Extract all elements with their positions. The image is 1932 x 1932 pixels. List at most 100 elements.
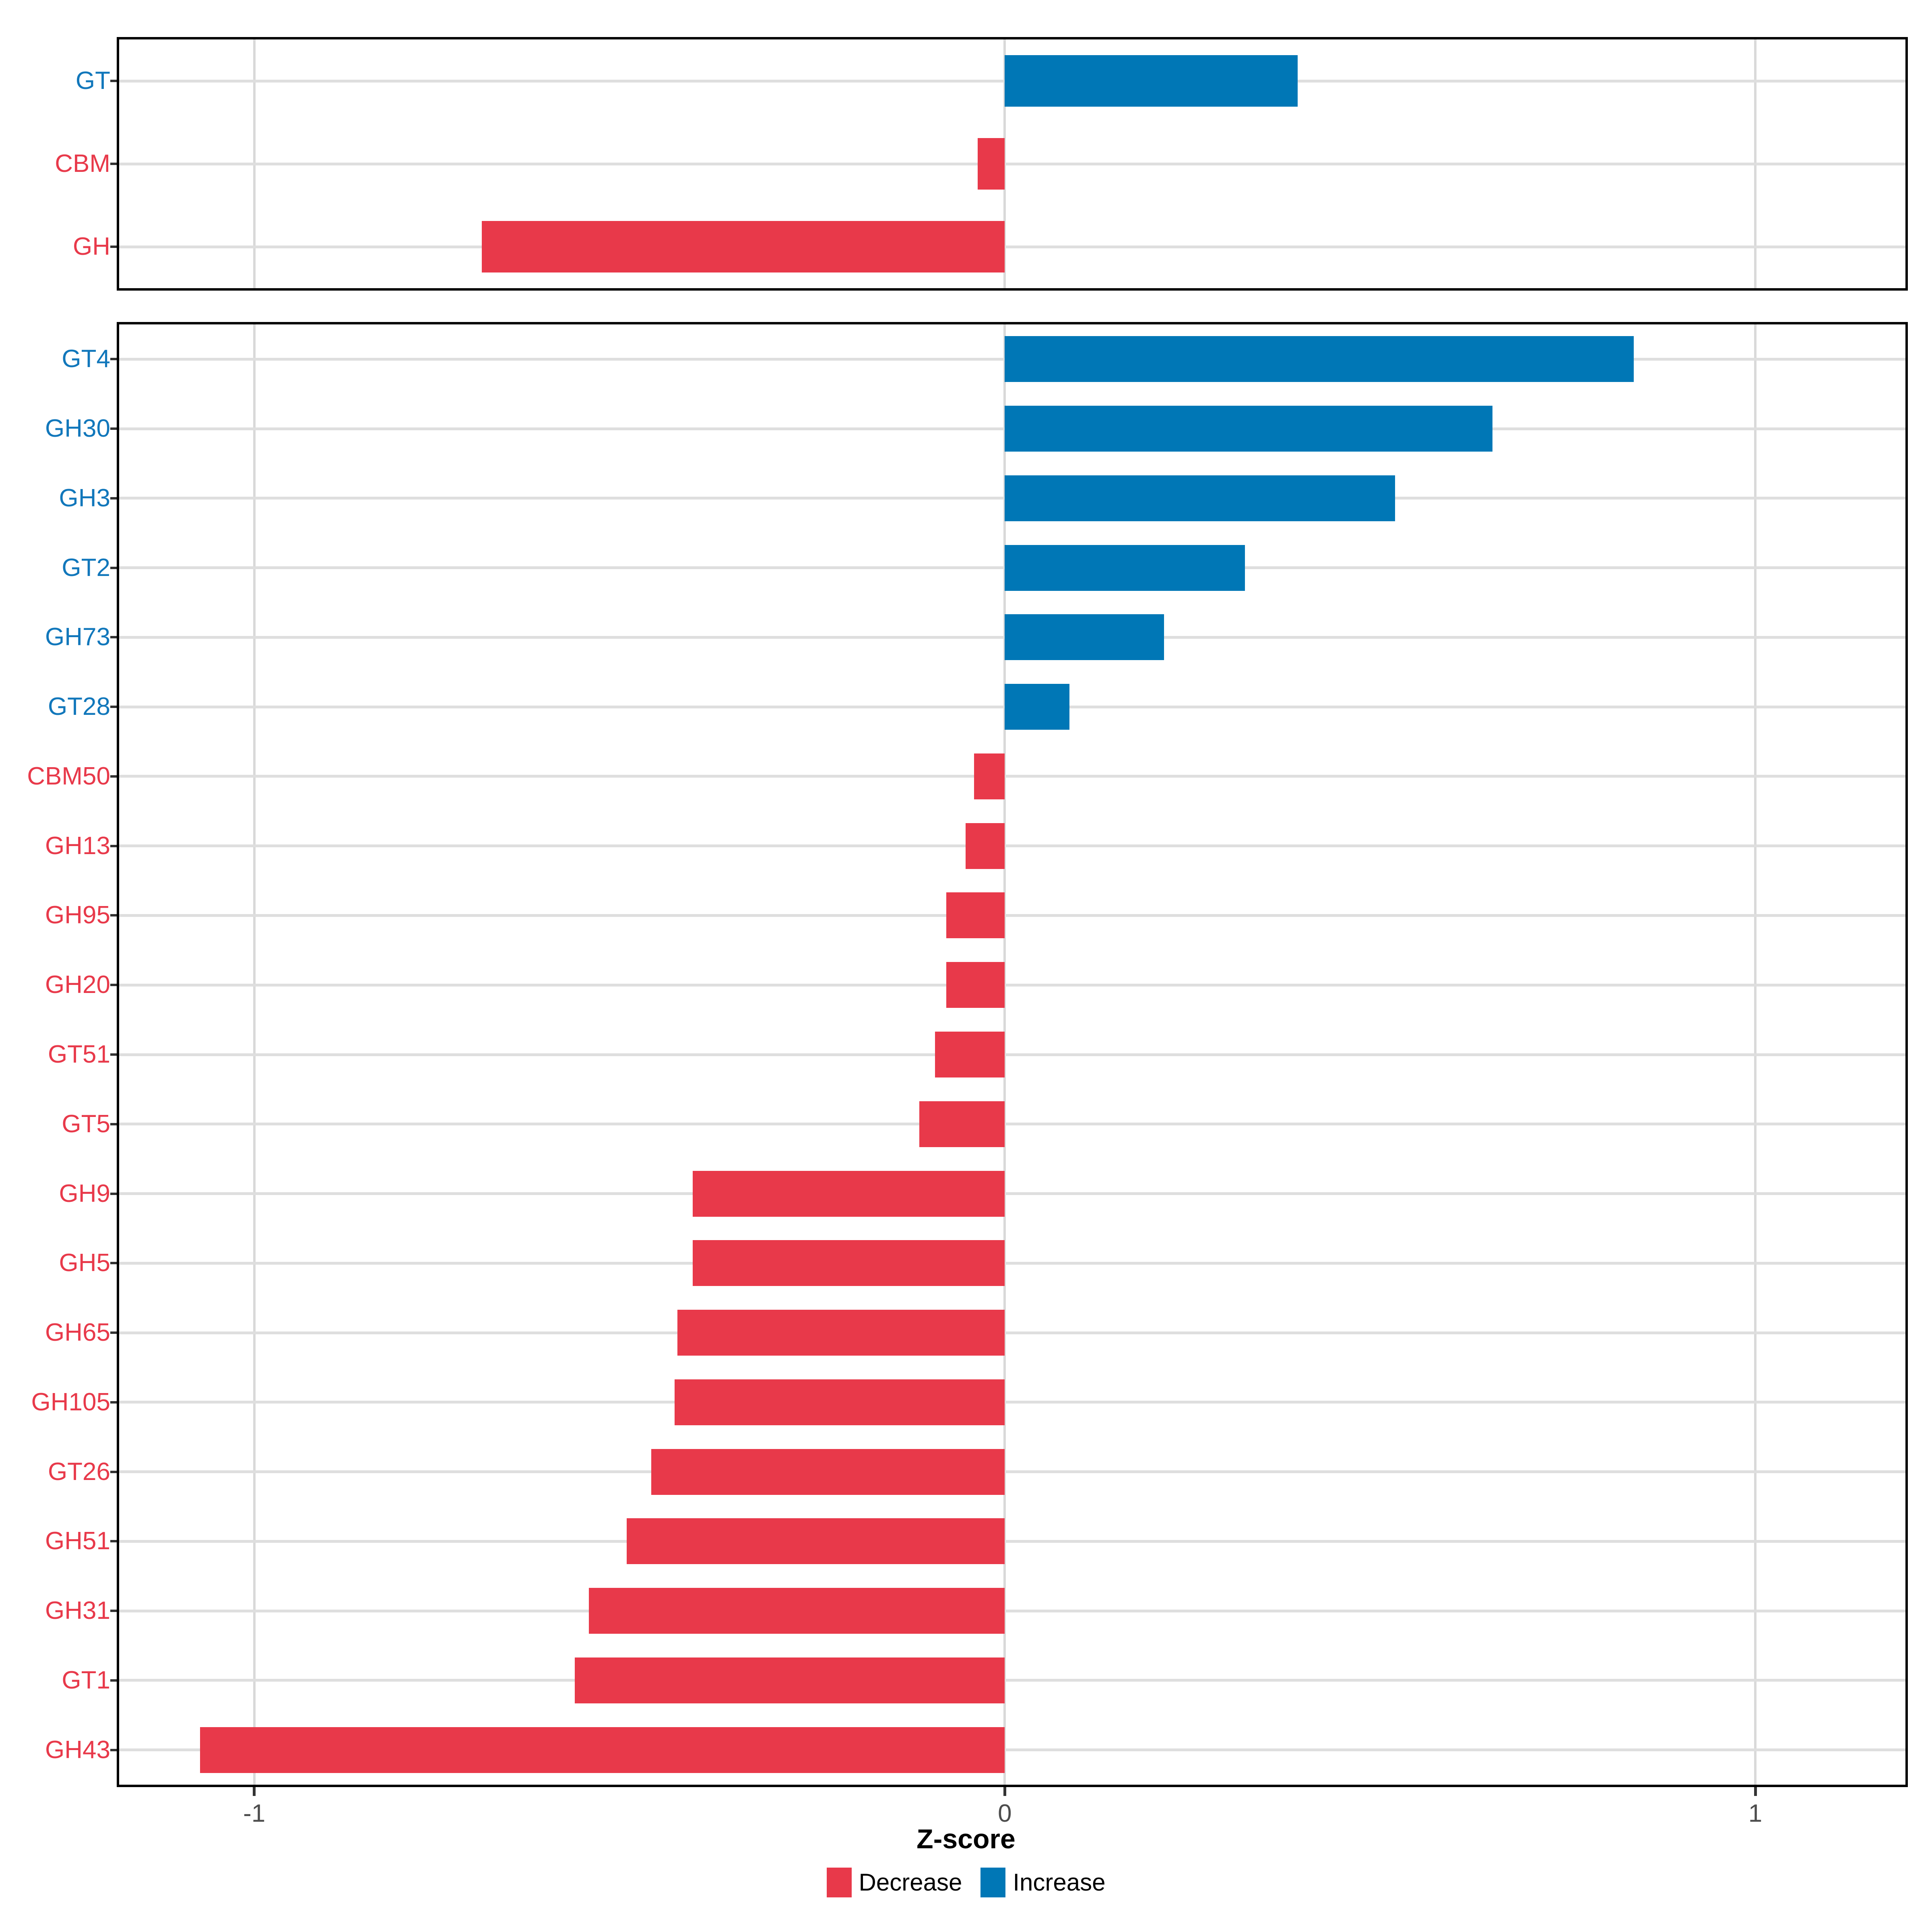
y-tick-GH95 [110,914,117,917]
y-tick-GH65 [110,1331,117,1334]
y-axis-label-GH51[interactable]: GH51 [45,1527,110,1555]
y-tick-CBM50 [110,775,117,778]
bar-GT2[interactable] [1005,545,1245,591]
bar-GH31[interactable] [589,1588,1005,1634]
bar-GT5[interactable] [919,1101,1005,1147]
y-axis-label-GH73[interactable]: GH73 [45,623,110,651]
y-axis-label-GH105[interactable]: GH105 [31,1388,110,1416]
x-tick--1 [253,1787,256,1796]
y-gridline [119,1261,1905,1265]
y-gridline [119,1748,1905,1752]
y-axis-label-GT26[interactable]: GT26 [47,1457,110,1486]
y-gridline [119,162,1905,165]
top-plot-area [119,39,1905,288]
y-tick-GT1 [110,1679,117,1682]
y-tick-GH105 [110,1401,117,1404]
bar-GH9[interactable] [692,1170,1005,1217]
bar-GH3[interactable] [1005,475,1395,521]
y-axis-label-GT4[interactable]: GT4 [62,345,110,373]
bar-GH95[interactable] [946,892,1005,939]
y-axis-label-GT5[interactable]: GT5 [62,1110,110,1138]
y-tick-GT2 [110,566,117,569]
y-axis-label-CBM50[interactable]: CBM50 [27,762,110,790]
y-gridline [119,844,1905,848]
y-gridline [119,1331,1905,1334]
bar-CBM50[interactable] [974,753,1005,799]
x-tick-1 [1754,1787,1757,1796]
y-gridline [119,1053,1905,1056]
y-axis-label-GH20[interactable]: GH20 [45,971,110,999]
y-tick-GH5 [110,1262,117,1265]
y-gridline [119,1470,1905,1474]
y-gridline [119,1609,1905,1612]
y-gridline [119,1123,1905,1126]
x-axis-title: Z-score [916,1824,1016,1854]
y-gridline [119,1679,1905,1682]
y-axis-label-GT1[interactable]: GT1 [62,1666,110,1694]
y-tick-GH13 [110,844,117,847]
y-tick-CBM [110,163,117,165]
bar-GT4[interactable] [1005,336,1634,382]
y-axis-label-GT28[interactable]: GT28 [47,693,110,721]
top-panel [117,37,1908,291]
bar-GH65[interactable] [677,1310,1005,1356]
y-axis-label-GT2[interactable]: GT2 [62,553,110,582]
bar-GH13[interactable] [966,823,1005,869]
y-gridline [119,1401,1905,1404]
bottom-plot-area [119,324,1905,1785]
legend-item-increase[interactable]: Increase [980,1868,1105,1897]
bar-GT1[interactable] [574,1657,1005,1703]
legend-swatch-increase [980,1868,1006,1897]
bar-GH[interactable] [481,221,1005,272]
bar-GT26[interactable] [651,1449,1005,1495]
y-gridline [119,775,1905,778]
bar-GH51[interactable] [626,1518,1005,1565]
bar-GH30[interactable] [1005,406,1493,452]
y-axis-label-GH65[interactable]: GH65 [45,1319,110,1347]
y-tick-GH51 [110,1540,117,1543]
bar-GH5[interactable] [692,1240,1005,1286]
bar-GT28[interactable] [1005,684,1069,730]
y-tick-GH20 [110,984,117,987]
y-axis-label-GH31[interactable]: GH31 [45,1597,110,1625]
x-tick-label-1: 1 [1748,1800,1763,1827]
bar-GH43[interactable] [200,1727,1005,1773]
y-tick-GH3 [110,497,117,500]
y-tick-GT5 [110,1123,117,1125]
y-axis-label-GH95[interactable]: GH95 [45,901,110,929]
y-axis-label-GH3[interactable]: GH3 [59,484,110,512]
y-axis-label-GH30[interactable]: GH30 [45,415,110,443]
y-gridline [119,1192,1905,1195]
y-axis-label-GH43[interactable]: GH43 [45,1736,110,1764]
y-tick-GT4 [110,358,117,361]
y-axis-label-GH13[interactable]: GH13 [45,832,110,860]
bar-GH105[interactable] [674,1379,1005,1425]
bar-GT[interactable] [1005,55,1298,107]
y-gridline [119,1540,1905,1543]
x-axis-ticks: -1 0 1 [0,1787,1932,1839]
y-axis-label-GT[interactable]: GT [75,67,110,95]
y-tick-GT51 [110,1053,117,1056]
y-axis-label-GH9[interactable]: GH9 [59,1179,110,1208]
y-gridline [119,983,1905,987]
y-axis-label-GH5[interactable]: GH5 [59,1249,110,1277]
bar-CBM[interactable] [978,138,1005,190]
x-tick-label-0: 0 [998,1800,1012,1827]
y-tick-GH [110,246,117,248]
x-tick-0 [1003,1787,1006,1796]
legend-swatch-decrease [826,1868,852,1897]
legend-label-decrease: Decrease [859,1869,962,1896]
y-axis-label-GH[interactable]: GH [73,233,110,260]
y-tick-GT28 [110,706,117,708]
legend-item-decrease[interactable]: Decrease [826,1868,962,1897]
legend-label-increase: Increase [1013,1869,1106,1896]
y-tick-GT [110,80,117,82]
y-axis-label-CBM[interactable]: CBM [55,150,110,178]
y-axis-label-GT51[interactable]: GT51 [47,1040,110,1068]
bar-GH20[interactable] [946,962,1005,1008]
chart-legend: Decrease Increase [0,1868,1932,1897]
y-tick-GH30 [110,427,117,430]
bar-GH73[interactable] [1005,614,1164,661]
bar-GT51[interactable] [935,1031,1005,1077]
